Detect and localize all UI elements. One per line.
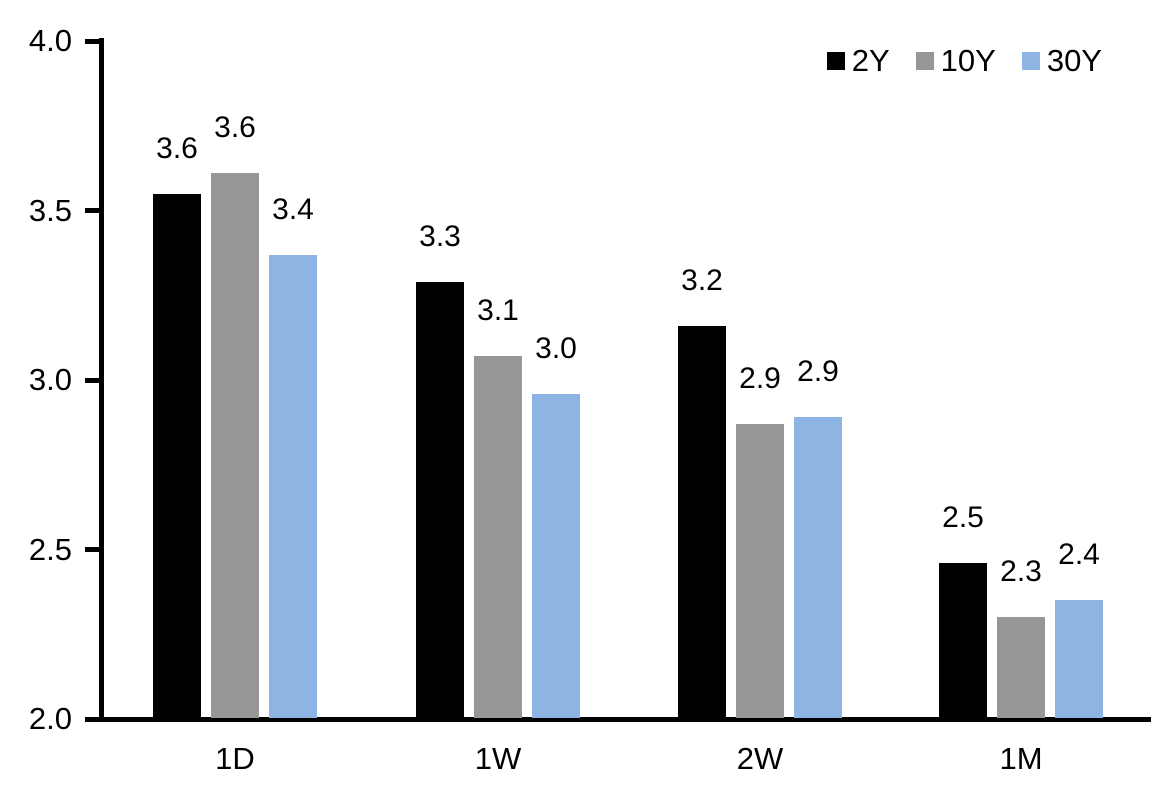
y-tick-label: 2.5 xyxy=(28,531,72,567)
y-tick-label: 3.0 xyxy=(28,362,72,397)
bar-10Y-1D xyxy=(211,173,259,718)
bar-2Y-1D xyxy=(153,193,201,718)
bar-10Y-2W xyxy=(736,424,784,718)
x-axis-label-2W: 2W xyxy=(736,741,784,776)
y-tick-mark xyxy=(85,208,99,213)
bar-30Y-1W xyxy=(532,393,580,718)
bar-2Y-2W xyxy=(678,325,726,718)
legend-swatch-icon xyxy=(826,52,845,70)
legend-swatch-icon xyxy=(915,52,934,70)
y-tick-mark xyxy=(85,716,99,722)
bar-value-label: 2.3 xyxy=(1000,555,1042,589)
bar-2Y-1W xyxy=(416,281,464,718)
y-tick-label: 3.5 xyxy=(28,192,72,228)
bar-2Y-1M xyxy=(939,563,987,718)
x-axis-line xyxy=(99,717,1151,722)
bar-value-label: 3.3 xyxy=(419,219,461,253)
bar-value-label: 3.0 xyxy=(535,331,577,365)
y-tick-mark xyxy=(85,547,99,552)
x-axis-label-1D: 1D xyxy=(215,741,255,776)
bar-value-label: 3.1 xyxy=(477,294,519,328)
bar-value-label: 2.5 xyxy=(942,501,984,535)
bar-value-label: 2.9 xyxy=(797,355,839,389)
legend-label: 30Y xyxy=(1046,43,1102,78)
x-axis-label-1M: 1M xyxy=(999,741,1043,776)
legend: 2Y 10Y 30Y xyxy=(826,43,1102,78)
bar-30Y-1D xyxy=(269,254,317,718)
bar-value-label: 3.4 xyxy=(272,192,314,226)
y-tick-mark xyxy=(85,38,99,44)
bar-value-label: 3.6 xyxy=(214,111,256,145)
legend-item-10Y: 10Y xyxy=(915,43,996,78)
x-axis-label-1W: 1W xyxy=(474,741,522,776)
bar-10Y-1M xyxy=(997,617,1045,718)
y-tick-label: 2.0 xyxy=(28,701,72,736)
bar-value-label: 3.6 xyxy=(156,131,198,165)
bar-value-label: 2.4 xyxy=(1058,538,1100,572)
legend-label: 10Y xyxy=(940,43,996,78)
legend-item-30Y: 30Y xyxy=(1021,43,1102,78)
legend-swatch-icon xyxy=(1021,52,1040,70)
y-tick-mark xyxy=(85,377,99,383)
y-axis-line xyxy=(99,38,104,722)
legend-item-2Y: 2Y xyxy=(826,43,890,78)
bar-value-label: 2.9 xyxy=(739,362,781,396)
bar-30Y-2W xyxy=(794,417,842,718)
bar-30Y-1M xyxy=(1055,600,1103,718)
y-tick-label: 4.0 xyxy=(28,23,72,58)
bar-value-label: 3.2 xyxy=(681,263,723,297)
legend-label: 2Y xyxy=(851,43,890,78)
bar-10Y-1W xyxy=(474,356,522,718)
